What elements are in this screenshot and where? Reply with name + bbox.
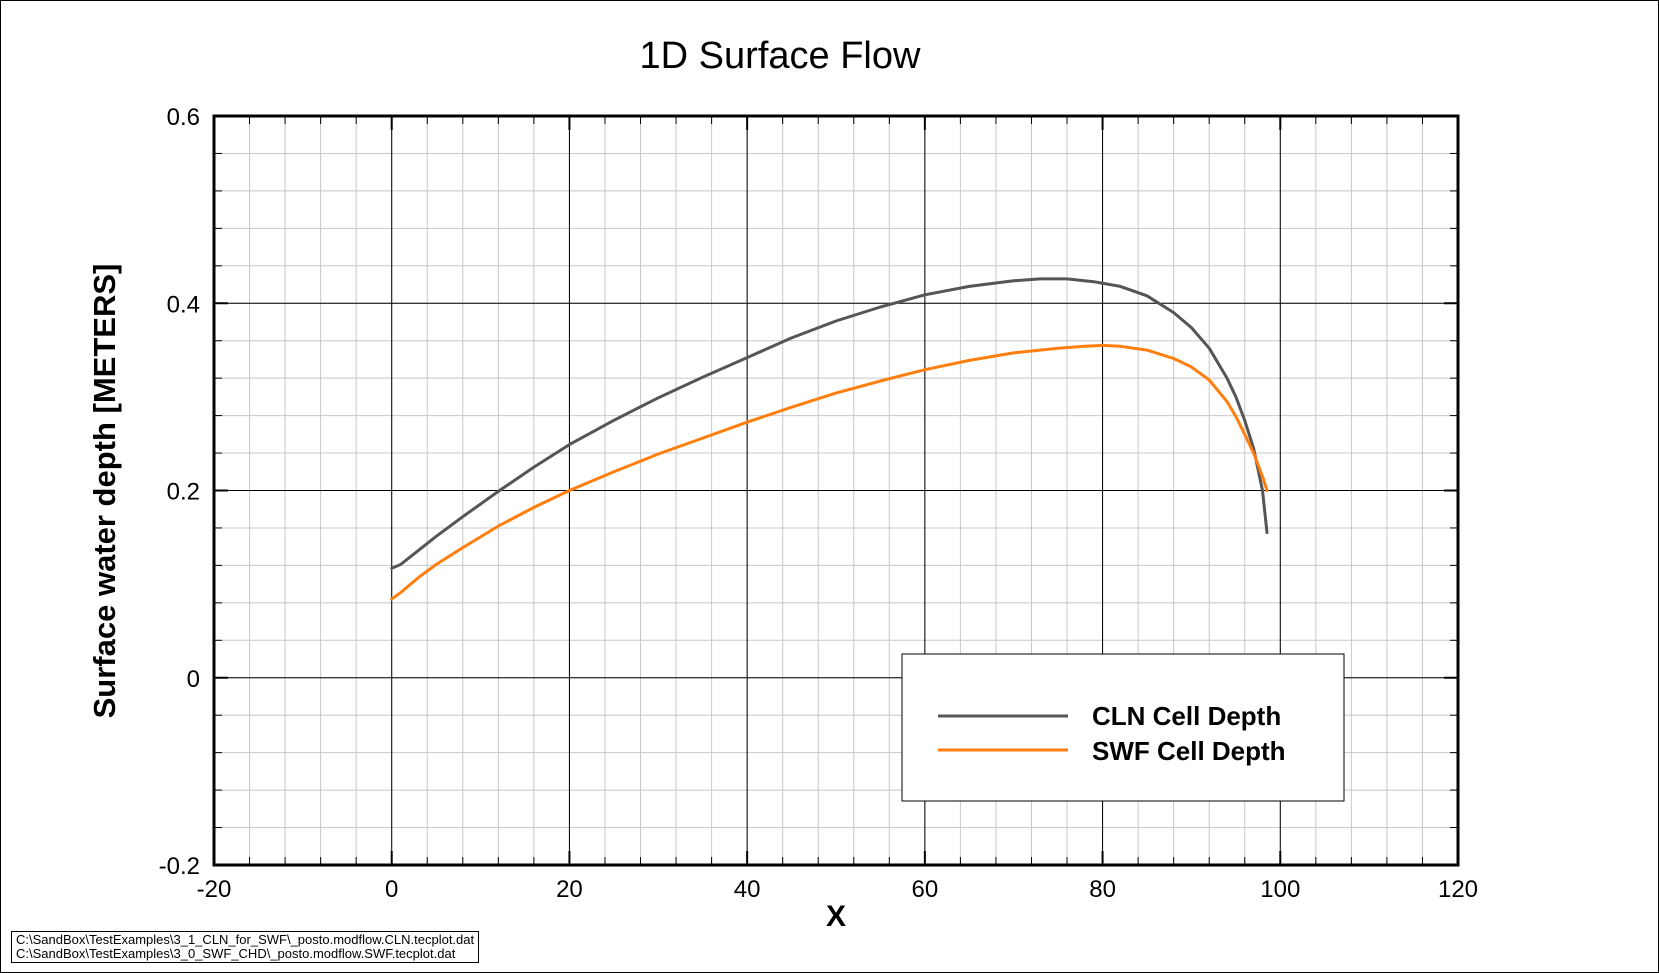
data-file-list: C:\SandBox\TestExamples\3_1_CLN_for_SWF\…: [11, 931, 480, 963]
x-tick-label: -20: [197, 876, 232, 903]
legend-box: [901, 653, 1345, 802]
legend: CLN Cell Depth SWF Cell Depth: [901, 653, 1345, 802]
y-tick-label: 0: [187, 666, 200, 693]
legend-label-swf: SWF Cell Depth: [1092, 736, 1286, 766]
legend-label-cln: CLN Cell Depth: [1092, 701, 1281, 731]
series-lines: [390, 277, 1269, 601]
y-tick-label: 0.4: [167, 291, 200, 318]
y-tick-labels: -0.2 0 0.2 0.4 0.6: [159, 104, 200, 880]
y-tick-label: -0.2: [159, 853, 200, 880]
data-file-swf: C:\SandBox\TestExamples\3_0_SWF_CHD\_pos…: [16, 946, 456, 961]
x-tick-label: 60: [912, 876, 939, 903]
x-tick-labels: -20 0 20 40 60 80 100 120: [197, 876, 1478, 903]
x-tick-label: 120: [1438, 876, 1478, 903]
y-axis-label: Surface water depth [METERS]: [87, 264, 122, 719]
y-tick-label: 0.6: [167, 104, 200, 131]
plot-area-border: [212, 114, 1460, 867]
series-line-swf: [390, 343, 1269, 601]
x-axis-label: X: [826, 900, 846, 933]
x-tick-label: 0: [385, 876, 398, 903]
x-tick-label: 20: [556, 876, 583, 903]
y-tick-label: 0.2: [167, 479, 200, 506]
series-line-cln: [390, 277, 1269, 570]
x-tick-label: 100: [1260, 876, 1300, 903]
chart-title: 1D Surface Flow: [640, 35, 921, 77]
data-file-cln: C:\SandBox\TestExamples\3_1_CLN_for_SWF\…: [16, 932, 475, 947]
x-tick-label: 40: [734, 876, 761, 903]
x-tick-label: 80: [1089, 876, 1116, 903]
